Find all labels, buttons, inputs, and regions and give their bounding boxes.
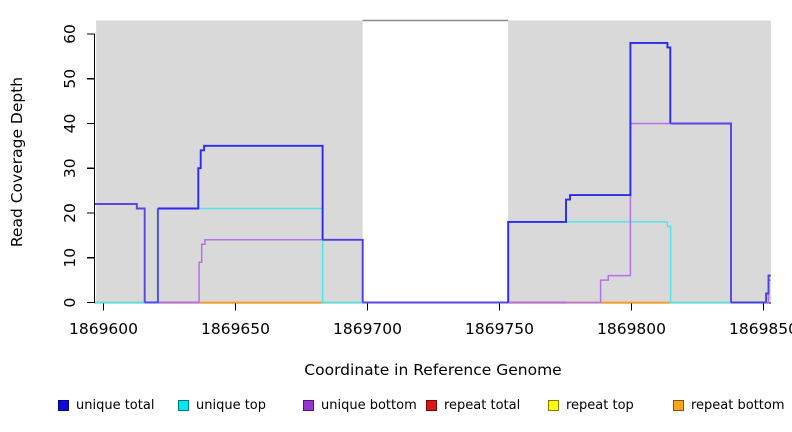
y-tick-label: 10: [61, 248, 79, 268]
x-tick-label: 1869600: [69, 320, 138, 338]
legend-label: unique bottom: [321, 398, 417, 413]
legend-swatch-repeat-top: [548, 400, 559, 411]
legend: unique total unique top unique bottom repea…: [0, 398, 792, 424]
series-unique-total: [144, 208, 159, 304]
legend-label: unique top: [196, 398, 267, 413]
legend-item-repeat-bottom: repeat bottom: [673, 398, 785, 413]
x-tick-label: 1869750: [465, 320, 534, 338]
series-unique-total: [507, 41, 672, 303]
legend-item-unique-bottom: unique bottom: [303, 398, 417, 413]
legend-label: repeat bottom: [691, 398, 785, 413]
legend-item-unique-top: unique top: [178, 398, 266, 413]
masked-region: [96, 20, 363, 303]
y-axis-title: Read Coverage Depth: [8, 77, 26, 247]
series-unique-total: [765, 274, 771, 303]
legend-item-repeat-total: repeat total: [426, 398, 520, 413]
plot-canvas: 1869600 1869650 1869700 1869750 1869800 18698…: [8, 19, 792, 379]
legend-label: repeat top: [566, 398, 634, 413]
legend-item-repeat-top: repeat top: [548, 398, 634, 413]
legend-label: unique total: [76, 398, 155, 413]
series-unique-total: [95, 203, 146, 303]
legend-item-unique-total: unique total: [58, 398, 154, 413]
legend-swatch-repeat-total: [426, 400, 437, 411]
legend-label: repeat total: [444, 398, 521, 413]
legend-swatch-unique-top: [178, 400, 189, 411]
legend-swatch-unique-bottom: [303, 400, 314, 411]
y-tick-label: 0: [61, 298, 79, 308]
series-unique-total: [670, 122, 732, 303]
legend-swatch-unique-total: [58, 400, 69, 411]
y-tick-label: 60: [61, 24, 79, 44]
series-unique-total: [322, 238, 364, 303]
series-unique-total: [157, 144, 324, 240]
y-tick-label: 20: [61, 203, 79, 223]
masked-region: [508, 20, 771, 303]
x-tick-label: 1869650: [201, 320, 270, 338]
x-axis-title: Coordinate in Reference Genome: [304, 361, 561, 379]
x-tick-label: 1869800: [597, 320, 666, 338]
y-tick-label: 40: [61, 114, 79, 134]
y-tick-label: 30: [61, 158, 79, 178]
x-tick-label: 1869700: [333, 320, 402, 338]
legend-swatch-repeat-bottom: [673, 400, 684, 411]
y-tick-label: 50: [61, 69, 79, 89]
x-tick-label: 1869850: [729, 320, 792, 338]
